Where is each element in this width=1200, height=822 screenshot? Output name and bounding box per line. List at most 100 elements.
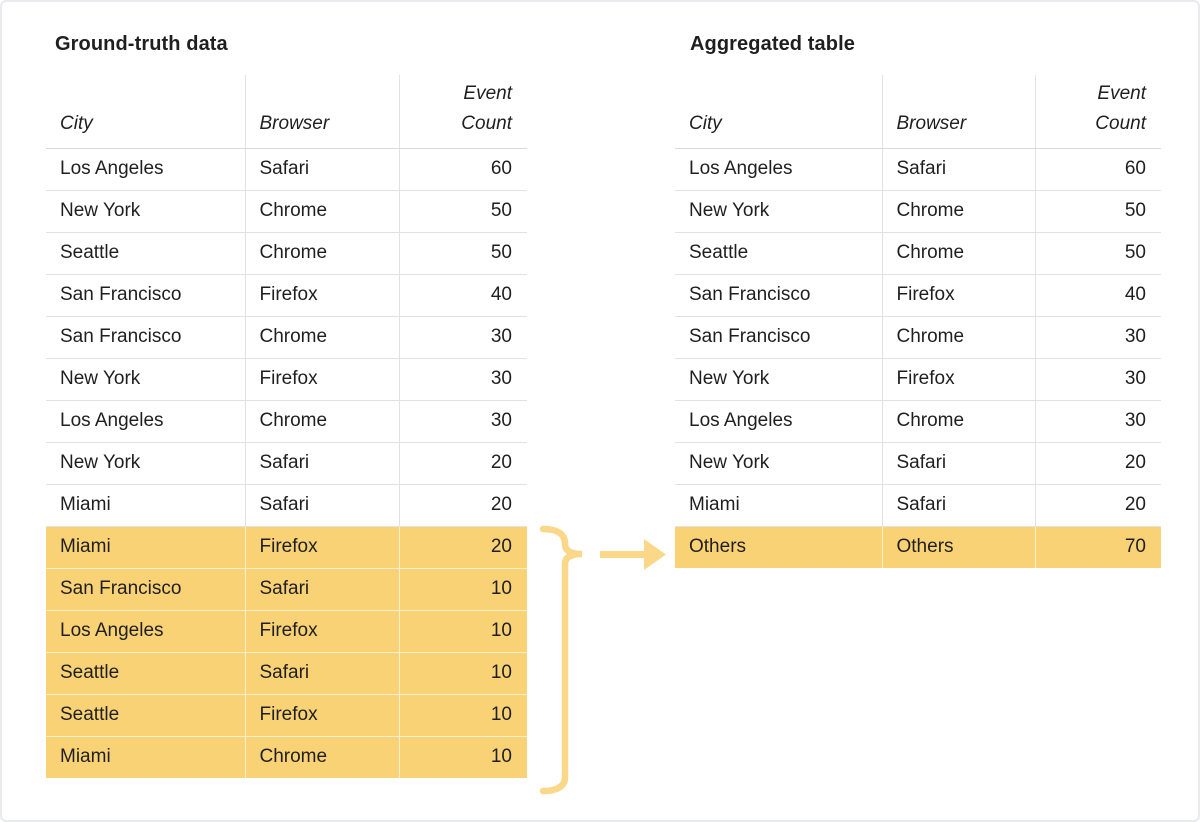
table-row: San Francisco Chrome 30 xyxy=(675,315,1161,358)
cell-browser: Chrome xyxy=(244,189,399,232)
table-row: San Francisco Safari 10 xyxy=(46,567,527,610)
cell-count: 30 xyxy=(398,399,527,442)
cell-count: 20 xyxy=(1034,483,1161,526)
table-row: Los Angeles Safari 60 xyxy=(675,148,1161,190)
header-row: City Browser Event Count xyxy=(46,75,527,149)
cell-count: 10 xyxy=(398,693,527,736)
cell-browser: Firefox xyxy=(244,609,399,652)
table-row: Los Angeles Chrome 30 xyxy=(46,399,527,442)
cell-city: Others xyxy=(675,525,882,568)
cell-count: 30 xyxy=(398,315,527,358)
column-header-city: City xyxy=(675,75,882,149)
cell-city: San Francisco xyxy=(46,273,245,316)
ground-truth-table: City Browser Event Count Los Angeles Safa… xyxy=(46,75,527,778)
arrow-right-icon xyxy=(600,539,666,570)
column-header-browser: Browser xyxy=(244,75,399,149)
table-row: Seattle Safari 10 xyxy=(46,651,527,694)
cell-browser: Chrome xyxy=(244,399,399,442)
cell-browser: Firefox xyxy=(244,525,399,568)
cell-browser: Chrome xyxy=(244,315,399,358)
table-row: Los Angeles Firefox 10 xyxy=(46,609,527,652)
cell-browser: Safari xyxy=(881,441,1035,484)
cell-browser: Firefox xyxy=(881,357,1035,400)
cell-count: 10 xyxy=(398,651,527,694)
cell-count: 20 xyxy=(398,483,527,526)
cell-city: New York xyxy=(675,441,882,484)
cell-count: 30 xyxy=(1034,315,1161,358)
cell-browser: Safari xyxy=(244,148,399,190)
cell-city: San Francisco xyxy=(675,315,882,358)
cell-browser: Safari xyxy=(244,483,399,526)
cell-count: 50 xyxy=(1034,231,1161,274)
cell-count: 20 xyxy=(398,525,527,568)
cell-count: 20 xyxy=(1034,441,1161,484)
cell-count: 30 xyxy=(1034,399,1161,442)
table-row: New York Firefox 30 xyxy=(46,357,527,400)
cell-city: Los Angeles xyxy=(689,158,793,179)
table-row: New York Chrome 50 xyxy=(46,189,527,232)
cell-city: Miami xyxy=(46,525,245,568)
cell-count: 10 xyxy=(398,609,527,652)
cell-city: Los Angeles xyxy=(675,399,882,442)
table-row: Los Angeles Chrome 30 xyxy=(675,399,1161,442)
table-row: San Francisco Firefox 40 xyxy=(675,273,1161,316)
cell-browser: Chrome xyxy=(881,315,1035,358)
cell-count: 50 xyxy=(1034,189,1161,232)
cell-count: 30 xyxy=(1034,357,1161,400)
table-row: Miami Chrome 10 xyxy=(46,735,527,778)
cell-browser: Safari xyxy=(244,567,399,610)
cell-city: Miami xyxy=(46,735,245,778)
column-header-event-count: Event Count xyxy=(1034,75,1161,149)
table-row: Miami Safari 20 xyxy=(46,483,527,526)
aggregated-table: City Browser Event Count Los Angeles Safa… xyxy=(675,75,1161,568)
table-row: New York Safari 20 xyxy=(675,441,1161,484)
cell-count: 20 xyxy=(398,441,527,484)
cell-city: Los Angeles xyxy=(46,399,245,442)
table-row: Seattle Chrome 50 xyxy=(46,231,527,274)
cell-city: New York xyxy=(46,441,245,484)
column-header-city: City xyxy=(46,75,245,149)
cell-browser: Firefox xyxy=(244,357,399,400)
cell-city: San Francisco xyxy=(675,273,882,316)
cell-browser: Firefox xyxy=(244,273,399,316)
table-row: Miami Firefox 20 xyxy=(46,525,527,568)
table-row: New York Firefox 30 xyxy=(675,357,1161,400)
aggregation-annotation xyxy=(539,525,666,795)
aggregated-table-title: Aggregated table xyxy=(690,33,855,55)
cell-browser: Chrome xyxy=(244,231,399,274)
cell-count: 30 xyxy=(398,357,527,400)
cell-city: Seattle xyxy=(46,651,245,694)
table-row: Miami Safari 20 xyxy=(675,483,1161,526)
table-row: Seattle Chrome 50 xyxy=(675,231,1161,274)
cell-browser: Chrome xyxy=(881,399,1035,442)
cell-count: 10 xyxy=(398,567,527,610)
table-row: San Francisco Firefox 40 xyxy=(46,273,527,316)
cell-city: Miami xyxy=(675,483,882,526)
table-row: Seattle Firefox 10 xyxy=(46,693,527,736)
cell-count: 60 xyxy=(398,148,527,190)
cell-count: 70 xyxy=(1034,525,1161,568)
cell-browser: Others xyxy=(881,525,1035,568)
cell-count: 40 xyxy=(1034,273,1161,316)
cell-city: Miami xyxy=(46,483,245,526)
cell-city: Seattle xyxy=(46,693,245,736)
cell-count: 60 xyxy=(1034,148,1161,190)
cell-browser: Safari xyxy=(881,483,1035,526)
cell-count: 50 xyxy=(398,231,527,274)
header-row: City Browser Event Count xyxy=(675,75,1161,149)
ground-truth-table-title: Ground-truth data xyxy=(55,33,228,55)
cell-city: Los Angeles xyxy=(60,158,164,179)
cell-browser: Safari xyxy=(244,651,399,694)
cell-city: New York xyxy=(46,357,245,400)
column-header-event-count: Event Count xyxy=(398,75,527,149)
cell-count: 10 xyxy=(398,735,527,778)
cell-city: Seattle xyxy=(675,231,882,274)
cell-browser: Safari xyxy=(244,441,399,484)
table-row: Los Angeles Safari 60 xyxy=(46,148,527,190)
curly-brace-right-icon xyxy=(539,525,583,795)
cell-browser: Chrome xyxy=(244,735,399,778)
cell-city: New York xyxy=(46,189,245,232)
cell-city: New York xyxy=(675,357,882,400)
cell-browser: Chrome xyxy=(881,189,1035,232)
